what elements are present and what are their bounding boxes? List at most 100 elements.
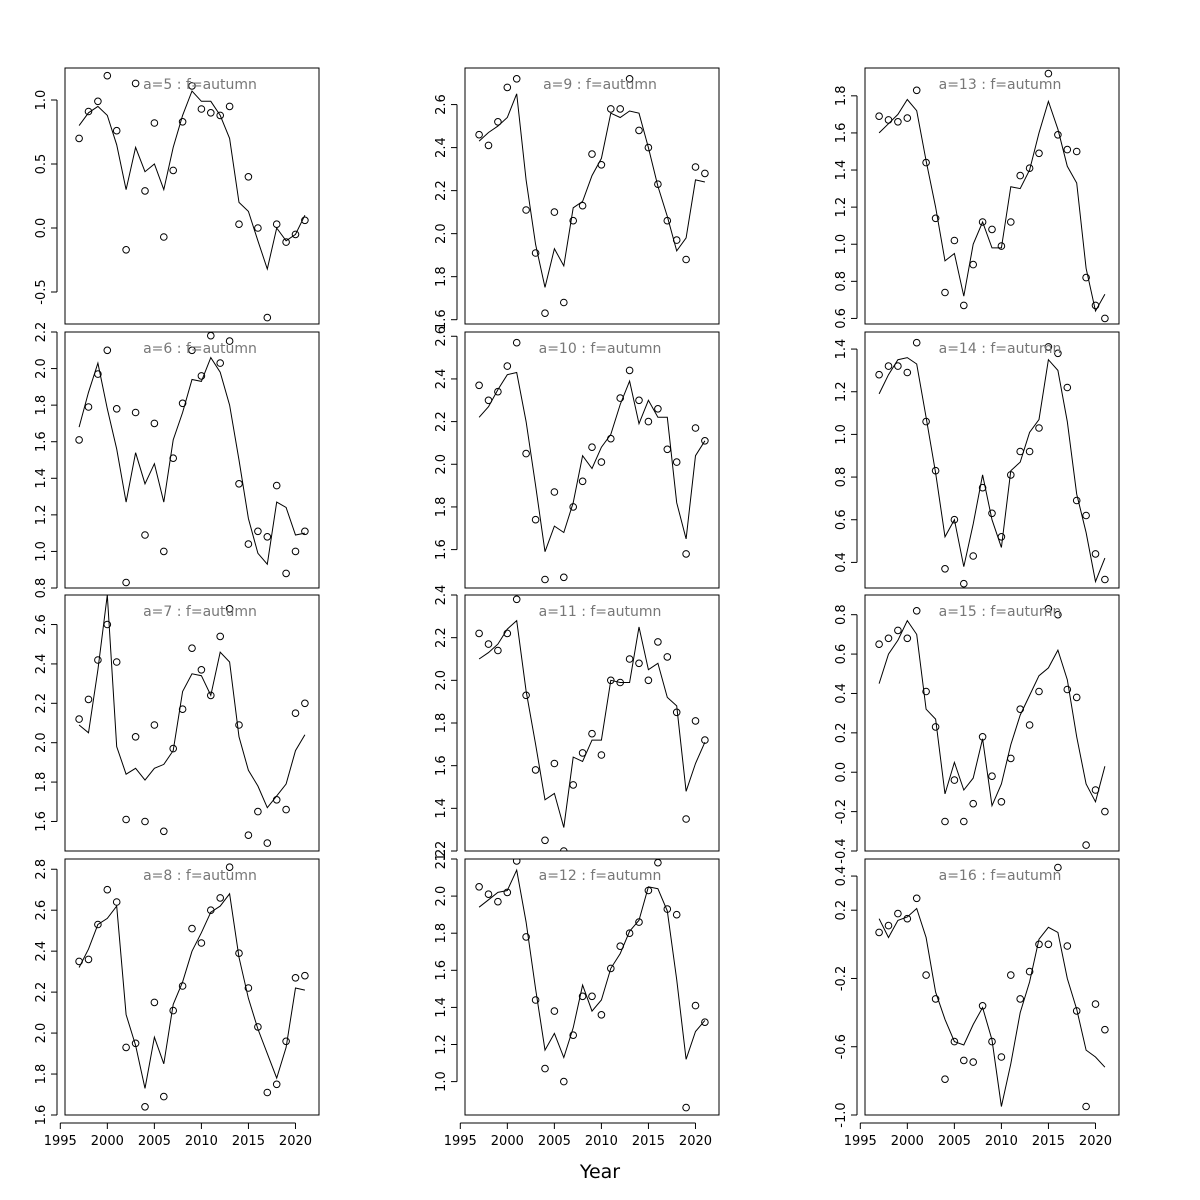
y-tick-label: 1.2 <box>34 505 49 526</box>
observed-point <box>894 626 902 635</box>
observed-point <box>654 405 662 413</box>
x-tick-label: 2000 <box>491 1134 524 1149</box>
observed-point <box>254 224 262 232</box>
observed-point <box>682 550 690 558</box>
y-tick-label: 0.0 <box>834 762 849 783</box>
panel-title: a=15 : f=autumn <box>939 604 1062 620</box>
fit-line <box>78 892 306 1089</box>
observed-point <box>141 187 149 195</box>
observed-point <box>1101 575 1109 584</box>
observed-point <box>578 749 587 757</box>
observed-point <box>531 996 540 1004</box>
y-tick-label: 0.8 <box>834 467 849 488</box>
observed-point <box>188 924 196 933</box>
observed-point <box>894 909 902 918</box>
y-tick-label: 1.2 <box>834 197 849 218</box>
y-tick-label: 0.2 <box>834 900 849 921</box>
observed-point <box>541 1064 549 1073</box>
observed-point <box>84 695 93 704</box>
x-tick-label: 1995 <box>44 1134 77 1149</box>
panel-8: 1.2 1.4 1.6 1.8 2.0 2.2 2.4 a=11 : f=autumn <box>434 585 720 861</box>
plot-frame <box>464 331 720 589</box>
observed-point <box>263 839 272 847</box>
observed-point <box>225 337 234 345</box>
observed-point <box>560 573 568 582</box>
panel-6: 0.4 0.6 0.8 1.0 1.2 1.4 a=14 : f=autumn <box>834 331 1120 589</box>
observed-point <box>597 1011 606 1019</box>
observed-point <box>263 1088 272 1097</box>
observed-point <box>884 634 893 643</box>
y-tick-label: 1.0 <box>34 90 49 111</box>
observed-point <box>1025 721 1034 729</box>
x-tick-label: 2005 <box>138 1134 171 1149</box>
observed-point <box>244 540 253 548</box>
observed-point <box>1035 424 1043 432</box>
observed-point <box>1072 496 1081 505</box>
observed-point <box>254 807 262 816</box>
y-tick-label: 0.8 <box>34 578 49 599</box>
observed-point <box>84 107 93 116</box>
observed-point <box>531 249 540 257</box>
observed-point <box>1044 940 1053 949</box>
observed-point <box>635 918 643 926</box>
fit-line <box>478 93 706 288</box>
y-tick-label: 2.0 <box>434 886 449 907</box>
observed-point <box>682 1103 690 1112</box>
observed-point <box>950 1037 959 1046</box>
observed-point <box>150 119 159 127</box>
panel-9: -0.4 -0.2 0.0 0.2 0.4 0.6 0.8 a=15 : f=autumn <box>834 594 1120 864</box>
observed-point <box>188 346 196 355</box>
plot-frame <box>864 594 1120 852</box>
observed-point <box>616 942 625 951</box>
y-tick-label: 1.6 <box>34 431 49 452</box>
observed-point <box>112 126 121 135</box>
y-tick-label: 2.4 <box>434 137 449 158</box>
observed-point <box>616 105 625 113</box>
y-tick-label: 2.6 <box>434 94 449 115</box>
observed-point <box>663 653 672 661</box>
x-axis-title: Year <box>579 1161 620 1183</box>
panel-1: -0.5 0.0 0.5 1.0 a=5 : f=autumn <box>34 67 320 325</box>
observed-point <box>884 362 893 370</box>
observed-point <box>103 620 112 629</box>
observed-point <box>884 116 893 124</box>
observed-point <box>1072 147 1081 156</box>
observed-point <box>1072 1007 1081 1015</box>
observed-point <box>569 216 578 225</box>
observed-point <box>188 644 196 653</box>
observed-point <box>131 733 140 741</box>
observed-point <box>522 691 530 700</box>
y-tick-label: 1.6 <box>34 811 49 832</box>
y-tick-label: 1.6 <box>834 123 849 144</box>
observed-point <box>644 676 653 685</box>
observed-point <box>988 772 996 781</box>
observed-point <box>644 143 653 152</box>
observed-point <box>931 995 940 1003</box>
x-tick-label: 2005 <box>938 1134 971 1149</box>
observed-point <box>701 1018 709 1027</box>
observed-point <box>644 417 653 426</box>
y-tick-label: 2.0 <box>434 454 449 475</box>
observed-point <box>672 708 681 717</box>
observed-point <box>522 449 530 458</box>
observed-point <box>141 817 149 826</box>
observed-point <box>225 102 234 111</box>
observed-point <box>912 338 921 347</box>
observed-point <box>75 436 83 444</box>
observed-point <box>625 929 634 938</box>
observed-point <box>169 1006 177 1015</box>
y-tick-label: 1.8 <box>34 772 49 793</box>
observed-point <box>235 949 243 958</box>
observed-point <box>141 531 149 539</box>
observed-point <box>978 218 987 226</box>
observed-point <box>1016 171 1025 180</box>
observed-point <box>244 984 253 992</box>
observed-point <box>1091 550 1100 558</box>
observed-point <box>225 605 234 613</box>
y-tick-label: 2.2 <box>34 693 49 714</box>
y-tick-label: -0.5 <box>34 279 49 304</box>
observed-point <box>75 715 83 723</box>
observed-point <box>1082 273 1090 282</box>
observed-point <box>597 751 606 759</box>
observed-point <box>475 381 483 390</box>
